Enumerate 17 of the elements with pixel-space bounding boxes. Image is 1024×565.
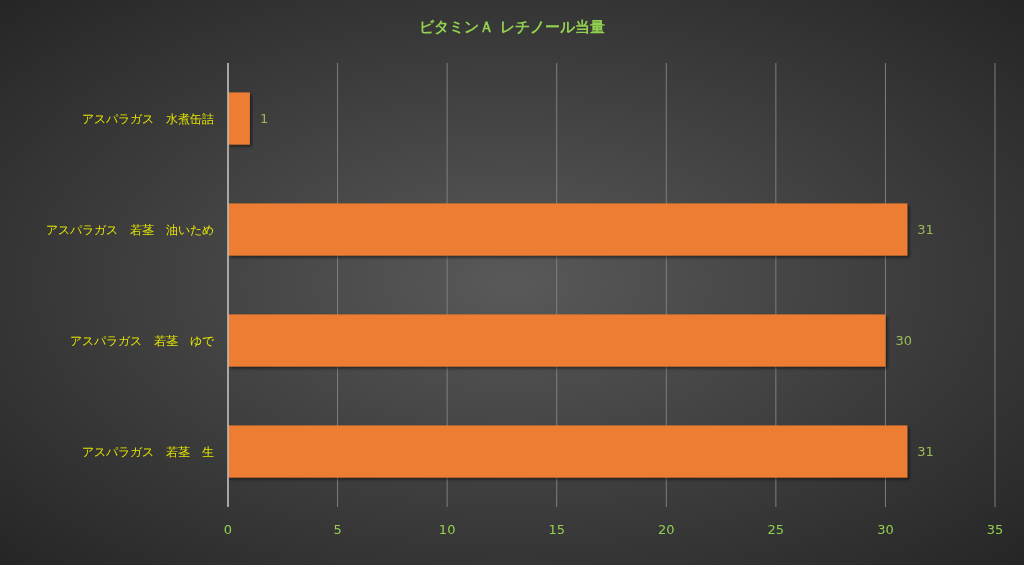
x-tick-label: 30 bbox=[877, 522, 894, 537]
data-label: 31 bbox=[917, 444, 934, 460]
data-label: 1 bbox=[259, 111, 269, 127]
y-tick-label: アスパラガス 若茎 生 bbox=[82, 444, 214, 459]
x-tick-label: 5 bbox=[333, 522, 342, 537]
x-tick-label: 0 bbox=[223, 522, 233, 537]
x-tick-label: 25 bbox=[767, 522, 785, 537]
y-tick-label: アスパラガス 若茎 油いため bbox=[46, 222, 214, 237]
x-tick-label: 10 bbox=[438, 522, 456, 537]
data-label: 30 bbox=[895, 333, 912, 349]
data-label: 31 bbox=[917, 222, 934, 238]
x-tick-label: 15 bbox=[548, 522, 565, 537]
chart-title: ビタミンＡ レチノール当量 bbox=[419, 18, 605, 36]
x-tick-label: 35 bbox=[986, 522, 1004, 537]
y-tick-label: アスパラガス 若茎 ゆで bbox=[70, 333, 215, 348]
y-tick-label: アスパラガス 水煮缶詰 bbox=[82, 111, 214, 126]
x-tick-label: 20 bbox=[658, 522, 675, 537]
